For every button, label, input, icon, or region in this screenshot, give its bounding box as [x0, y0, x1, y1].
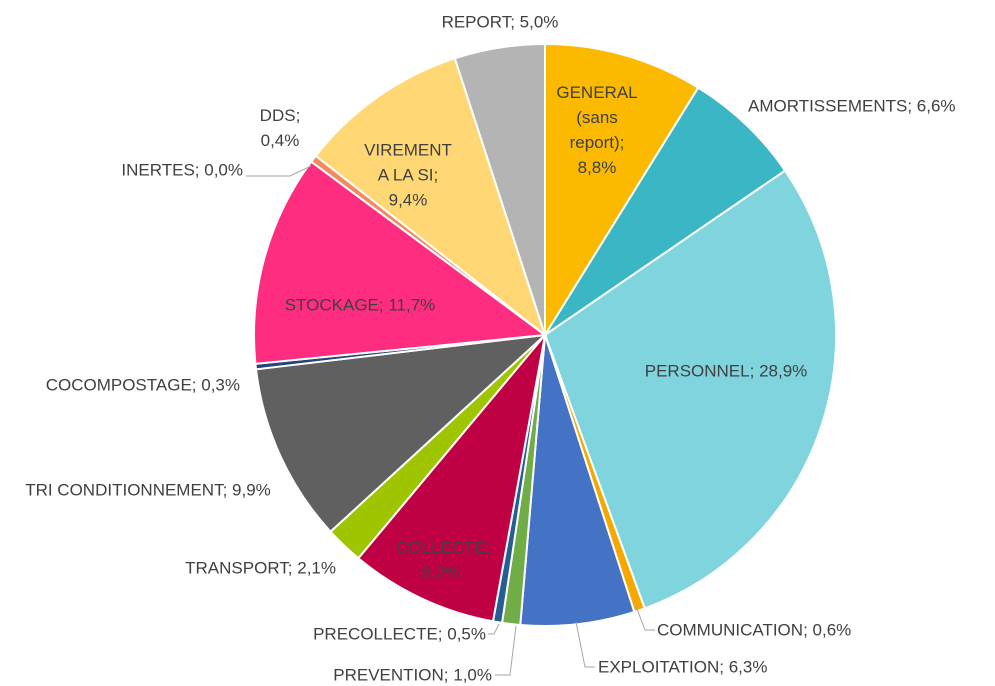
pie-slice	[544, 42, 700, 339]
value-label: 0,6%	[812, 620, 852, 640]
label-separator: ;	[719, 657, 729, 677]
category-name: PRECOLLECTE	[313, 624, 438, 644]
value-label: 1,0%	[453, 665, 492, 685]
category-name: EXPLOITATION	[598, 657, 720, 677]
label-separator: ;	[433, 165, 443, 185]
pie-slice	[544, 86, 787, 336]
pie-slice	[253, 160, 548, 365]
category-name: GENERAL (sans report)	[556, 83, 643, 152]
pie-slice	[453, 42, 546, 336]
category-name: VIREMENT A LA SI	[364, 140, 456, 185]
value-label: 9,9%	[232, 480, 271, 500]
value-label: 0,4%	[260, 131, 300, 150]
value-label: 0,0%	[204, 160, 243, 180]
category-name: COCOMPOSTAGE	[45, 375, 192, 395]
leader-lines	[246, 165, 655, 676]
value-label: 11,7%	[388, 295, 436, 315]
category-name: PREVENTION	[333, 665, 444, 685]
slice-label: COLLECTE; 8,2%	[396, 535, 490, 585]
label-separator: ;	[194, 160, 205, 180]
slice-label: TRI CONDITIONNEMENT; 9,9%	[25, 478, 271, 503]
slice-label: COCOMPOSTAGE; 0,3%	[46, 373, 240, 398]
leader-line	[246, 165, 312, 177]
value-label: 28,9%	[759, 361, 808, 381]
pie-slice	[254, 333, 548, 534]
leader-line	[488, 623, 500, 635]
slice-label: COMMUNICATION; 0,6%	[657, 618, 851, 643]
label-separator: ;	[443, 665, 454, 685]
slice-label: GENERAL (sans report); 8,8%	[552, 80, 642, 180]
label-separator: ;	[437, 624, 448, 644]
category-name: REPORT	[441, 12, 511, 32]
slice-label: PERSONNEL; 28,9%	[645, 359, 808, 384]
label-separator: ;	[295, 106, 306, 125]
value-label: 6,3%	[728, 657, 768, 677]
category-name: PERSONNEL	[644, 361, 750, 381]
label-separator: ;	[749, 361, 760, 381]
category-name: INERTES	[121, 160, 195, 180]
slice-label: DDS; 0,4%	[250, 103, 310, 153]
value-label: 0,5%	[447, 624, 486, 644]
value-label: 8,8%	[577, 158, 617, 177]
category-name: TRANSPORT	[185, 558, 288, 578]
leader-line	[495, 625, 517, 676]
category-name: COLLECTE	[396, 538, 486, 557]
slice-label: INERTES; 0,0%	[121, 158, 243, 183]
label-separator: ;	[907, 96, 917, 116]
label-separator: ;	[222, 480, 233, 500]
slice-label: REPORT; 5,0%	[442, 10, 559, 35]
label-separator: ;	[378, 295, 389, 315]
slice-label: PREVENTION; 1,0%	[333, 663, 492, 686]
pie-slice	[356, 331, 547, 623]
value-label: 9,4%	[388, 190, 428, 210]
label-separator: ;	[191, 375, 202, 395]
slice-label: VIREMENT A LA SI; 9,4%	[358, 138, 458, 213]
value-label: 2,1%	[297, 558, 336, 578]
value-label: 0,3%	[201, 375, 240, 395]
value-label: 5,0%	[519, 12, 559, 32]
label-separator: ;	[803, 620, 813, 640]
pie-slice	[543, 169, 837, 610]
leader-line	[575, 621, 595, 668]
category-name: COMMUNICATION	[657, 620, 804, 640]
slice-label: STOCKAGE; 11,7%	[285, 293, 436, 318]
label-separator: ;	[619, 133, 630, 152]
category-name: TRI CONDITIONNEMENT	[25, 480, 223, 500]
label-separator: ;	[485, 538, 496, 557]
pie-slice	[314, 57, 547, 338]
label-separator: ;	[510, 12, 520, 32]
category-name: AMORTISSEMENTS	[748, 96, 908, 116]
slice-label: AMORTISSEMENTS; 6,6%	[748, 94, 956, 119]
leader-line	[635, 605, 655, 631]
slice-label: EXPLOITATION; 6,3%	[598, 655, 767, 680]
slice-label: PRECOLLECTE; 0,5%	[313, 622, 486, 647]
label-separator: ;	[287, 558, 298, 578]
slice-label: TRANSPORT; 2,1%	[185, 556, 336, 581]
category-name: DDS	[259, 106, 296, 125]
value-label: 8,2%	[421, 563, 461, 582]
value-label: 6,6%	[916, 96, 956, 116]
category-name: STOCKAGE	[284, 295, 379, 315]
pie-slice	[519, 334, 636, 627]
